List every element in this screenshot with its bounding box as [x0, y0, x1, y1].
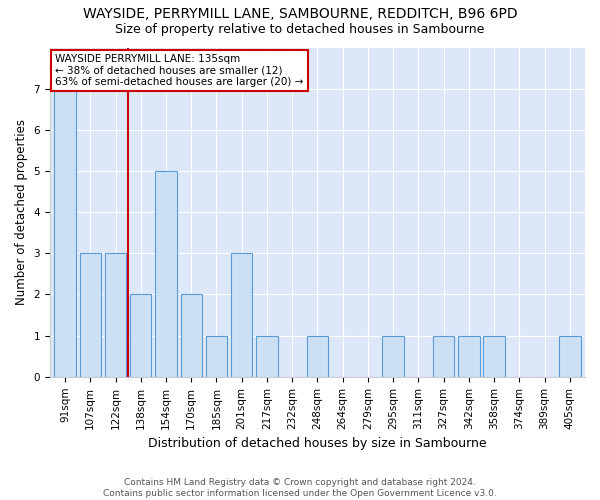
Bar: [231, 254, 253, 377]
Bar: [458, 336, 479, 377]
Bar: [433, 336, 454, 377]
Bar: [206, 336, 227, 377]
Bar: [559, 336, 581, 377]
Bar: [382, 336, 404, 377]
Bar: [256, 336, 278, 377]
Bar: [55, 88, 76, 377]
Text: WAYSIDE, PERRYMILL LANE, SAMBOURNE, REDDITCH, B96 6PD: WAYSIDE, PERRYMILL LANE, SAMBOURNE, REDD…: [83, 8, 517, 22]
Bar: [155, 171, 177, 377]
Bar: [484, 336, 505, 377]
Bar: [130, 294, 151, 377]
Bar: [80, 254, 101, 377]
Text: WAYSIDE PERRYMILL LANE: 135sqm
← 38% of detached houses are smaller (12)
63% of : WAYSIDE PERRYMILL LANE: 135sqm ← 38% of …: [55, 54, 304, 88]
Y-axis label: Number of detached properties: Number of detached properties: [15, 119, 28, 305]
Text: Size of property relative to detached houses in Sambourne: Size of property relative to detached ho…: [115, 22, 485, 36]
Text: Contains HM Land Registry data © Crown copyright and database right 2024.
Contai: Contains HM Land Registry data © Crown c…: [103, 478, 497, 498]
Bar: [307, 336, 328, 377]
X-axis label: Distribution of detached houses by size in Sambourne: Distribution of detached houses by size …: [148, 437, 487, 450]
Bar: [105, 254, 126, 377]
Bar: [181, 294, 202, 377]
